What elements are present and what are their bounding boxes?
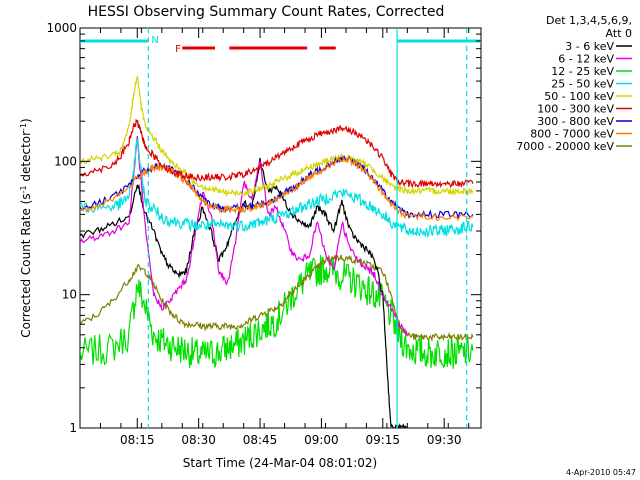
y-axis-label: Corrected Count Rate (s-1 detector-1) xyxy=(19,118,34,337)
y-tick-label: 1000 xyxy=(46,21,77,35)
legend-label-12-25-kevkev: 12 - 25 keV xyxy=(551,65,614,78)
legend-label-7000-20000-kevkev: 7000 - 20000 keV xyxy=(516,140,614,153)
legend-label-6-12-kevkev: 6 - 12 keV xyxy=(558,53,614,66)
series-line-100-300-kevkev xyxy=(80,118,474,189)
series-line-25-50-kevkev xyxy=(80,138,474,239)
y-axis-label-part1: Corrected Count Rate (s xyxy=(19,193,33,337)
axis-layer: 1 10 100 1000 08:15 08:30 08:45 09:00 09:15 09:30 xyxy=(46,21,481,447)
status-marker-f: F xyxy=(175,44,181,55)
x-tick-label: 09:00 xyxy=(304,433,339,447)
y-axis-label-part2: detector xyxy=(19,131,33,186)
overlay-layer: NF xyxy=(80,28,481,428)
x-axis-label: Start Time (24-Mar-04 08:01:02) xyxy=(183,456,377,470)
series-line-6-12-kevkev xyxy=(80,135,408,337)
legend-label-3-6-kevkev: 3 - 6 keV xyxy=(565,40,614,53)
x-tick-label: 09:15 xyxy=(365,433,400,447)
series-line-12-25-kevkev xyxy=(80,255,474,369)
series-line-7000-20000-kevkev xyxy=(80,254,474,342)
legend-label-300-800-kevkev: 300 - 800 keV xyxy=(537,115,614,128)
chart-title: HESSI Observing Summary Count Rates, Cor… xyxy=(88,4,445,20)
x-tick-label: 08:45 xyxy=(243,433,278,447)
x-tick-label: 09:30 xyxy=(427,433,462,447)
y-tick-label: 1 xyxy=(69,421,77,435)
y-axis-label-sup2: -1 xyxy=(19,123,28,131)
legend-label-100-300-kevkev: 100 - 300 keV xyxy=(537,103,614,116)
status-marker-n: N xyxy=(151,35,158,46)
legend-label-50-100-kevkev: 50 - 100 keV xyxy=(544,90,614,103)
legend-header-line2: Att 0 xyxy=(606,27,632,40)
legend-label-25-50-kevkev: 25 - 50 keV xyxy=(551,78,614,91)
plot-frame xyxy=(79,27,482,429)
y-tick-label: 10 xyxy=(62,288,77,302)
y-axis-label-part3: ) xyxy=(19,118,33,123)
y-axis-label-sup1: -1 xyxy=(19,185,28,193)
x-tick-label: 08:30 xyxy=(181,433,216,447)
y-tick-label: 100 xyxy=(54,154,77,168)
legend-label-800-7000-kevkev: 800 - 7000 keV xyxy=(530,128,614,141)
series-line-3-6-kevkev xyxy=(80,157,408,428)
legend-header-line1: Det 1,3,4,5,6,9, xyxy=(546,14,632,27)
x-tick-label: 08:15 xyxy=(120,433,155,447)
footer-date: 4-Apr-2010 05:47 xyxy=(566,468,636,477)
series-line-50-100-kevkev xyxy=(80,75,474,198)
series-layer xyxy=(80,75,474,428)
